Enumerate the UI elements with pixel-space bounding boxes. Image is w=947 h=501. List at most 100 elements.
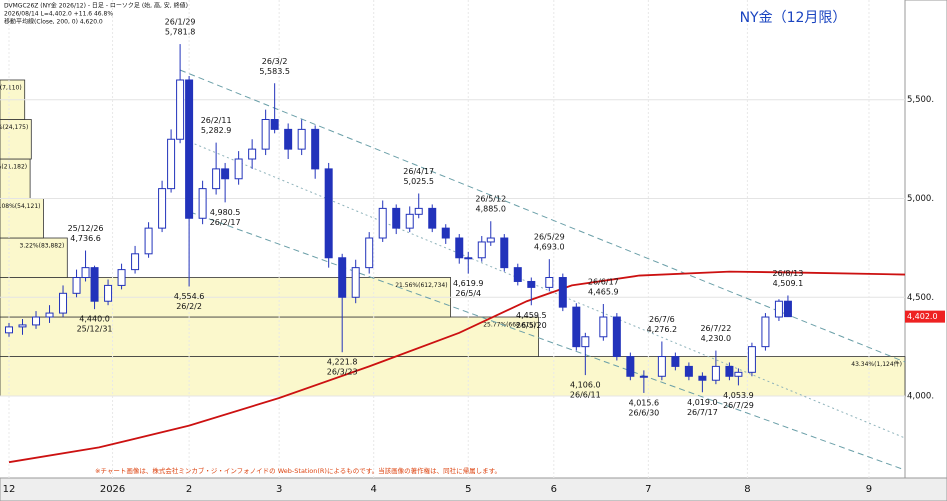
annotation-date: 26/5/20 xyxy=(516,321,547,330)
candle-body xyxy=(365,237,374,269)
candle-body xyxy=(428,207,437,229)
annotation-value: 4,736.6 xyxy=(70,234,101,243)
volume-label: 3.22%(83,882) xyxy=(20,243,65,250)
candle-body xyxy=(212,168,221,190)
candle-body xyxy=(734,371,743,377)
trend-line xyxy=(189,211,906,471)
candle-body xyxy=(234,158,243,180)
annotation-value: 4,053.9 xyxy=(723,391,754,400)
annotation-date: 26/6/11 xyxy=(570,391,601,400)
candle-body xyxy=(176,79,185,140)
candle-body xyxy=(297,128,306,150)
candle-body xyxy=(761,316,770,348)
volume-bar xyxy=(0,158,31,199)
last-price-label: 4,402.0 xyxy=(907,312,938,321)
candle-body xyxy=(477,241,486,259)
moving-average xyxy=(8,270,906,464)
y-tick-label: 5,500. xyxy=(907,95,934,105)
candle-body xyxy=(90,267,99,302)
annotation-date: 26/5/29 xyxy=(534,233,565,242)
annotation-value: 4,276.2 xyxy=(647,325,678,334)
candle-body xyxy=(698,375,707,381)
annotation-value: 4,019.0 xyxy=(687,398,718,407)
annotation-date: 26/7/29 xyxy=(723,401,754,410)
annotation-value: 4,693.0 xyxy=(534,243,565,252)
candle-body xyxy=(455,237,464,259)
candle-body xyxy=(684,365,693,377)
annotation-date: 26/5/12 xyxy=(475,195,506,204)
candle-body xyxy=(612,316,621,358)
candle-body xyxy=(599,316,608,338)
candle-body xyxy=(711,365,720,381)
candle-body xyxy=(545,277,554,288)
annotation-date: 26/1/29 xyxy=(165,18,196,27)
volume-label: 43.34%(1,124件) xyxy=(851,360,902,368)
candle-body xyxy=(581,336,590,348)
annotation-date: 26/8/13 xyxy=(773,269,804,278)
candle-body xyxy=(198,188,207,219)
x-tick-label: 3 xyxy=(276,484,282,495)
last-price-box xyxy=(905,310,945,323)
candle-body xyxy=(18,324,27,328)
candle-body xyxy=(639,375,648,378)
x-tick-label: 5 xyxy=(465,484,471,495)
annotation-date: 26/6/17 xyxy=(588,278,619,287)
x-tick-label: 12 xyxy=(3,484,16,495)
annotation-date: 26/7/6 xyxy=(649,315,675,324)
candle-body xyxy=(144,227,153,255)
annotation-value: 4,459.5 xyxy=(516,311,547,320)
candle-body xyxy=(270,119,279,130)
candle-body xyxy=(671,356,680,367)
volume-label: 0.93%(24,175) xyxy=(0,124,28,131)
header-line: 2026/08/14 L=4,402.0 +11.6 46.8% xyxy=(4,11,113,18)
annotation-date: 26/2/11 xyxy=(201,116,232,125)
volume-label: 2.08%(54,121) xyxy=(0,203,40,210)
annotation-date: 26/3/2 xyxy=(262,57,288,66)
candle-body xyxy=(72,277,81,294)
annotation-date: 26/4/17 xyxy=(403,167,434,176)
candle-body xyxy=(185,79,194,219)
candle-body xyxy=(657,356,666,377)
chart-title: NY金（12月限） xyxy=(740,10,847,26)
candle-body xyxy=(513,267,522,282)
annotation-value: 4,221.8 xyxy=(327,358,358,367)
candle-body xyxy=(558,277,567,308)
annotation-date: 25/12/26 xyxy=(68,224,104,233)
annotation-value: 4,509.1 xyxy=(773,279,804,288)
x-tick-label: 6 xyxy=(551,484,557,495)
candle-body xyxy=(5,326,14,334)
candle-body xyxy=(783,300,792,318)
candle-body xyxy=(441,227,450,239)
candle-body xyxy=(486,237,495,243)
candle-body xyxy=(774,300,783,318)
candle-body xyxy=(117,269,126,286)
header-line: 移動平均線(Close, 200, 0) 4,620.0 xyxy=(4,18,103,26)
candle-body xyxy=(311,128,320,170)
annotation-date: 26/2/17 xyxy=(210,218,241,227)
annotation-date: 26/7/22 xyxy=(700,324,731,333)
candle-body xyxy=(338,257,347,298)
annotation-date: 26/7/17 xyxy=(687,408,718,417)
x-axis-bar xyxy=(0,477,947,501)
x-tick-label: 7 xyxy=(645,484,651,495)
annotation-value: 5,781.8 xyxy=(165,28,196,37)
annotation-date: 26/5/4 xyxy=(455,289,481,298)
candle-body xyxy=(405,213,414,229)
x-tick-label: 8 xyxy=(744,484,750,495)
y-tick-label: 4,000. xyxy=(907,392,934,402)
candle-body xyxy=(392,207,401,229)
annotation-value: 4,980.5 xyxy=(210,208,241,217)
header-line: DVMGC26Z (NY金 2026/12) - 日足 - ローソク足 (始, … xyxy=(4,2,188,10)
volume-label: 0.81%(21,182) xyxy=(0,164,27,171)
annotation-value: 5,282.9 xyxy=(201,126,232,135)
candle-body xyxy=(464,257,473,260)
trend-line xyxy=(189,141,906,439)
candle-body xyxy=(261,119,270,150)
candle-body xyxy=(248,148,257,160)
annotation-date: 26/3/23 xyxy=(327,368,358,377)
candle-body xyxy=(414,207,423,215)
candle-body xyxy=(45,312,54,318)
annotation-value: 4,465.9 xyxy=(588,288,619,297)
candle-body xyxy=(747,346,756,373)
